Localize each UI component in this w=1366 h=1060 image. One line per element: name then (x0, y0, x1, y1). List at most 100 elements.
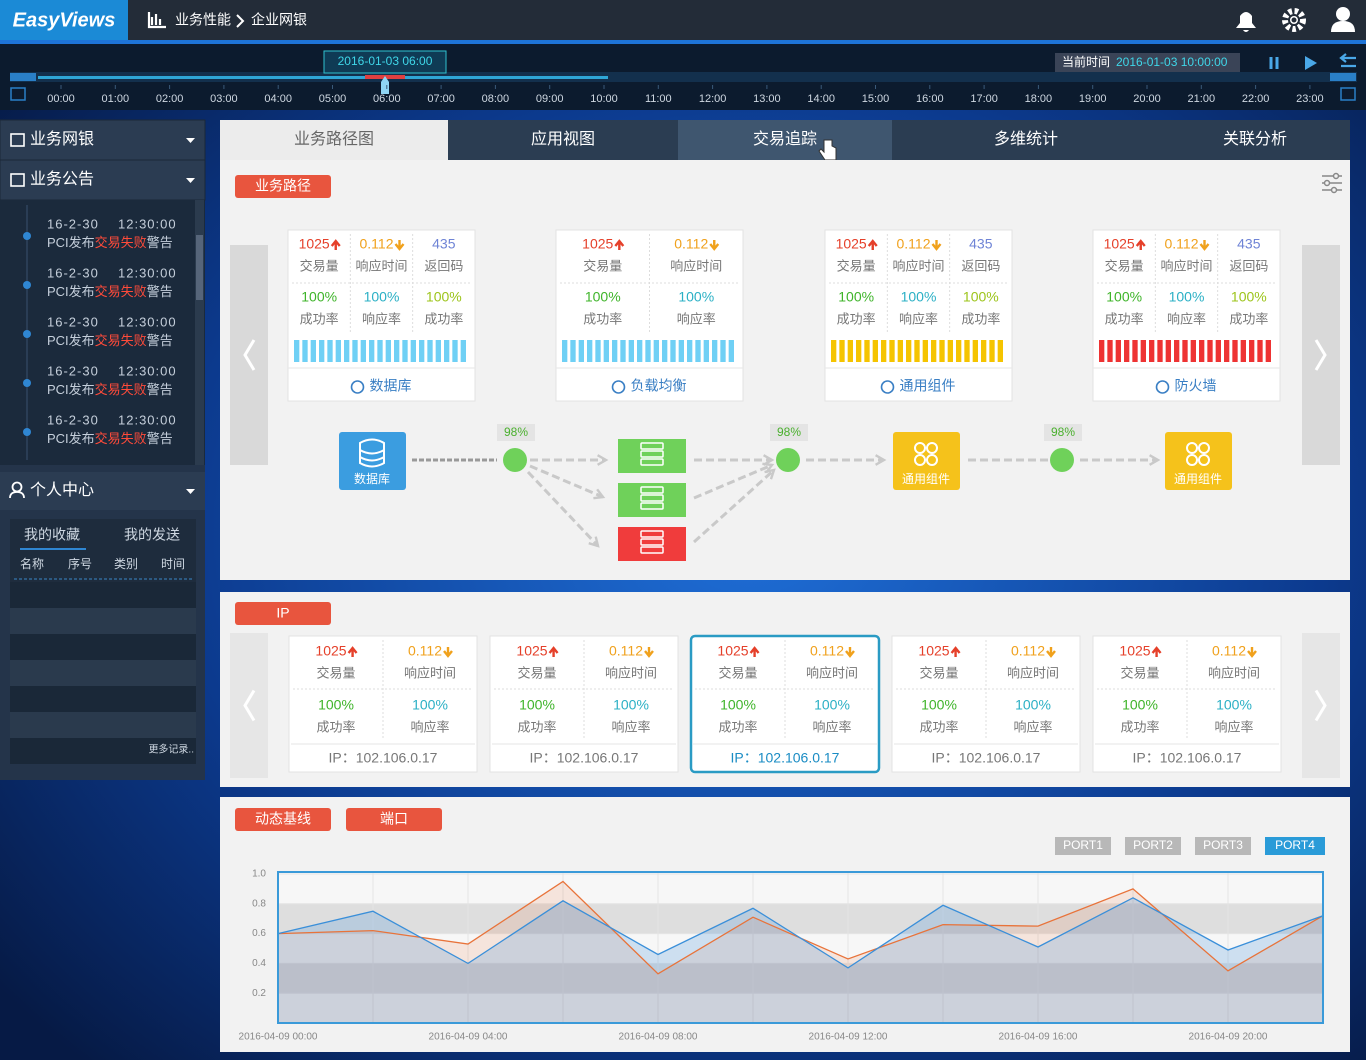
source-label: 数据库 (354, 471, 390, 486)
health-bar (385, 340, 391, 362)
node-name[interactable]: 通用组件 (900, 378, 956, 394)
metric-label: 成功率 (300, 311, 339, 326)
node-name[interactable]: 负载均衡 (631, 378, 687, 394)
current-time-box (1055, 53, 1240, 72)
scroll-arrow[interactable] (1302, 633, 1340, 778)
tab[interactable] (892, 120, 1160, 160)
server-node[interactable] (618, 527, 686, 561)
scroll-arrow[interactable] (230, 633, 268, 778)
health-bar (989, 340, 995, 362)
badge-label[interactable]: 业务路径 (255, 178, 311, 194)
health-bar (1240, 340, 1246, 362)
breadcrumb: 企业网银 (251, 12, 307, 28)
x-tick-label: 2016-04-09 16:00 (999, 1032, 1078, 1043)
metric-value: 100% (318, 697, 354, 713)
notice-suffix: 警告 (147, 284, 173, 299)
trend-down-icon (443, 647, 453, 658)
server-node[interactable] (618, 439, 686, 473)
server-node[interactable] (618, 483, 686, 517)
hour-label: 10:00 (590, 93, 618, 105)
health-bar (562, 340, 568, 362)
badge[interactable] (346, 808, 442, 831)
gear-icon[interactable] (1282, 8, 1306, 32)
more-link[interactable]: 更多记录.. (148, 743, 194, 756)
health-bar (1190, 340, 1196, 362)
trend-down-icon (931, 240, 942, 251)
badge[interactable] (235, 175, 331, 198)
x-tick-label: 2016-04-09 08:00 (619, 1032, 698, 1043)
tab[interactable] (220, 120, 448, 160)
tab[interactable] (1160, 120, 1350, 160)
metric-value: 1025 (717, 643, 748, 659)
bell-icon[interactable] (1236, 12, 1256, 32)
personal-tab[interactable]: 我的收藏 (24, 527, 80, 543)
health-bar (939, 340, 945, 362)
menu-header[interactable] (0, 159, 206, 201)
junction-node (1050, 448, 1074, 472)
personal-tab[interactable]: 我的发送 (124, 527, 180, 543)
metric-label: 交易量 (837, 258, 876, 273)
health-bar (1232, 340, 1238, 362)
hour-label: 16:00 (916, 93, 944, 105)
port-button[interactable] (1265, 837, 1325, 855)
metric-label: 响应率 (1013, 719, 1052, 734)
scrollbar (195, 200, 204, 465)
settings-knob (1332, 172, 1340, 180)
badge-label[interactable]: IP (276, 605, 289, 621)
health-bar (302, 340, 308, 362)
node-icon (880, 380, 895, 394)
port-label[interactable]: PORT1 (1063, 838, 1103, 852)
tab-label[interactable]: 业务路径图 (294, 130, 374, 148)
tab-label[interactable]: 交易追踪 (753, 130, 817, 148)
node-icon (611, 380, 626, 394)
personal-tab-underline (20, 548, 86, 550)
badge-label[interactable]: 端口 (380, 811, 408, 827)
tab-label[interactable]: 多维统计 (994, 130, 1058, 148)
scroll-arrow[interactable] (1302, 245, 1340, 465)
junction-node (503, 448, 527, 472)
health-bar (410, 340, 416, 362)
node-name[interactable]: 数据库 (370, 378, 412, 394)
port-label[interactable]: PORT2 (1133, 838, 1173, 852)
health-bar (712, 340, 718, 362)
timeline-rewind[interactable] (10, 73, 36, 81)
notice-highlight: 交易失败 (95, 431, 147, 446)
component-icon (914, 454, 926, 466)
metric-label: 响应时间 (404, 665, 456, 680)
scrollbar-thumb[interactable] (196, 235, 203, 300)
port-button[interactable] (1055, 837, 1111, 855)
back-button[interactable] (1339, 53, 1356, 68)
flow-link (526, 470, 600, 548)
pause-button[interactable] (1269, 57, 1279, 69)
health-bar (856, 340, 862, 362)
hour-label: 09:00 (536, 93, 564, 105)
timeline-pointer[interactable] (381, 76, 389, 94)
badge-label[interactable]: 动态基线 (255, 811, 311, 827)
node-name[interactable]: 防火墙 (1175, 378, 1217, 394)
metric-label: 响应率 (1214, 719, 1253, 734)
menu-header[interactable] (0, 119, 206, 161)
port-label[interactable]: PORT4 (1275, 838, 1315, 852)
timeline-forward[interactable] (1330, 73, 1356, 81)
metric-label: 响应率 (410, 719, 449, 734)
timeline-left-icon[interactable] (10, 87, 26, 101)
notice-message: PCI发布交易失败警告 (47, 431, 173, 446)
port-button[interactable] (1195, 837, 1251, 855)
tab[interactable] (678, 120, 892, 160)
tab[interactable] (448, 120, 678, 160)
personal-header[interactable] (0, 472, 205, 510)
notice-prefix: PCI发布 (47, 235, 95, 250)
tab-label[interactable]: 应用视图 (531, 129, 595, 148)
play-button[interactable] (1305, 56, 1317, 70)
metric-label: 交易量 (583, 258, 622, 273)
badge[interactable] (235, 808, 331, 831)
port-label[interactable]: PORT3 (1203, 838, 1243, 852)
port-button[interactable] (1125, 837, 1181, 855)
timeline-right-icon[interactable] (1340, 87, 1356, 101)
scroll-arrow[interactable] (230, 245, 268, 465)
user-icon-head[interactable] (1336, 7, 1350, 21)
hour-label: 01:00 (102, 93, 130, 105)
badge[interactable] (235, 602, 331, 625)
health-bar (1124, 340, 1130, 362)
tab-label[interactable]: 关联分析 (1223, 130, 1287, 148)
